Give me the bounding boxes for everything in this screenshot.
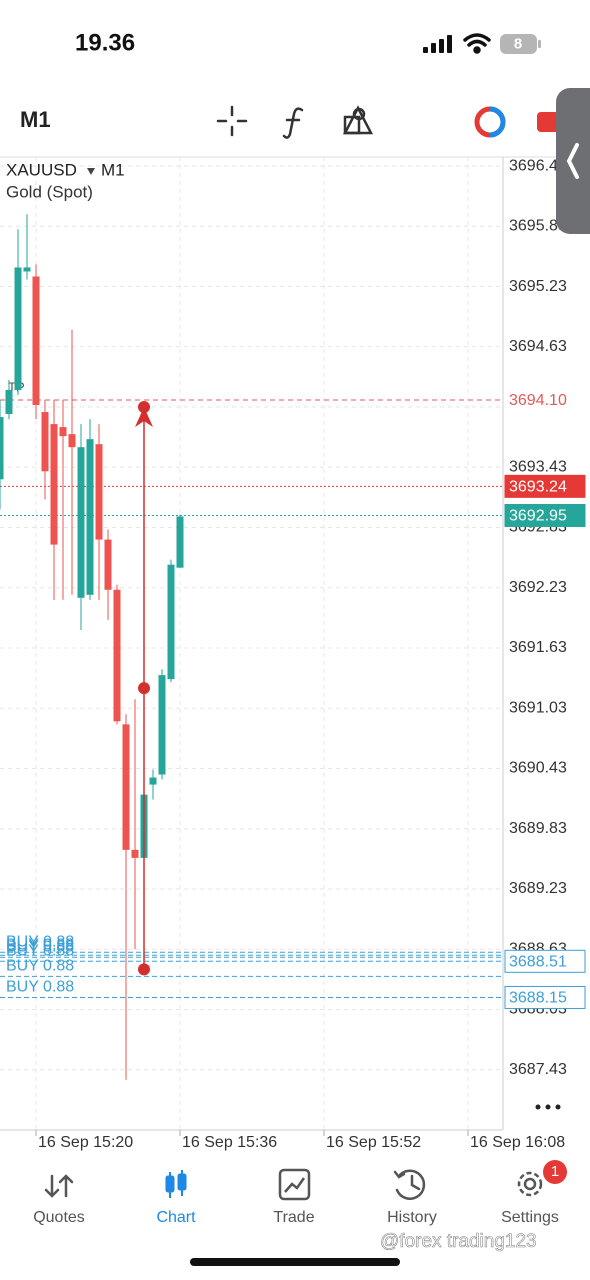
y-tick-label: 3691.63	[509, 639, 567, 656]
candle-body	[41, 412, 49, 472]
take-profit-price-box	[504, 388, 586, 412]
side-panel-arrow	[566, 143, 579, 179]
symbol-description: Gold (Spot)	[6, 182, 93, 201]
order-label: BUY 0.88	[6, 979, 74, 996]
candle-body	[122, 724, 130, 850]
candle-body	[95, 444, 103, 540]
battery-level: 8	[514, 35, 522, 52]
candle-body	[113, 589, 121, 722]
y-tick-label: 3695.83	[509, 218, 567, 235]
candle-body	[176, 516, 184, 568]
symbol-name[interactable]: XAUUSD	[6, 160, 77, 179]
more-button[interactable]	[535, 1104, 561, 1110]
order-label: BUY 0.88	[6, 933, 74, 950]
trade-arrowhead	[135, 407, 153, 428]
badge-count: 1	[551, 1163, 559, 1180]
order-price: 3688.51	[509, 954, 567, 971]
y-tick-label: 3691.03	[509, 699, 567, 716]
extra-button[interactable]	[537, 112, 559, 132]
candle-body	[32, 276, 40, 406]
grid	[0, 157, 503, 1130]
order-label: BUY 0.88	[6, 939, 74, 956]
candle-body	[0, 417, 4, 480]
candle-body	[5, 389, 13, 415]
y-tick-label: 3693.43	[509, 458, 567, 475]
candle-body	[86, 439, 94, 595]
y-tick-label: 3687.43	[509, 1061, 567, 1078]
order-price-box	[504, 985, 586, 1009]
battery-icon: 8	[500, 34, 541, 54]
x-tick-label: 16 Sep 15:20	[38, 1134, 133, 1151]
signal-icon	[423, 35, 452, 53]
watermark: @forex trading123	[380, 1231, 537, 1252]
bid-price-box	[504, 474, 586, 498]
quotes-icon	[44, 1174, 74, 1198]
trade-point	[138, 682, 150, 695]
x-tick-label: 16 Sep 16:08	[470, 1134, 565, 1151]
chart-timeframe: M1	[101, 160, 125, 179]
x-tick-label: 16 Sep 15:36	[182, 1134, 277, 1151]
symbol-dropdown[interactable]	[87, 168, 95, 175]
y-tick-label: 3695.23	[509, 278, 567, 295]
bid-price: 3693.24	[509, 479, 567, 496]
candle-body	[59, 427, 67, 437]
tab-label[interactable]: Settings	[501, 1209, 559, 1226]
trade-icon	[278, 1168, 311, 1201]
candle-body	[167, 564, 175, 680]
candle-body	[14, 267, 22, 390]
history-icon	[393, 1169, 426, 1200]
home-indicator	[190, 1258, 400, 1266]
objects-button[interactable]	[342, 105, 374, 135]
ask-price: 3692.95	[509, 508, 567, 525]
chart-icon	[165, 1170, 187, 1198]
side-panel-handle[interactable]	[556, 88, 590, 234]
timeframe-button[interactable]: M1	[20, 107, 51, 132]
candle-body	[23, 267, 31, 272]
y-tick-label: 3690.43	[509, 760, 567, 777]
order-label: BUY 0.88	[6, 943, 74, 960]
clock: 19.36	[75, 29, 135, 56]
candle-body	[77, 447, 85, 598]
order-label: BUY 0.88	[6, 958, 74, 975]
wifi-icon	[463, 33, 491, 54]
candle-body	[104, 539, 112, 590]
y-tick-label: 3694.63	[509, 338, 567, 355]
tab-label[interactable]: Chart	[156, 1209, 196, 1226]
y-tick-label: 3692.23	[509, 579, 567, 596]
indicators-button[interactable]	[282, 107, 304, 139]
y-tick-label: 3696.43	[509, 157, 567, 174]
crosshair-button[interactable]	[216, 105, 248, 137]
ask-price-box	[504, 503, 586, 527]
take-profit-price: 3694.10	[509, 392, 567, 409]
trade-point	[138, 401, 150, 414]
candle-body	[68, 434, 76, 448]
order-price: 3688.15	[509, 990, 567, 1007]
axes: 3687.433688.033688.633689.233689.833690.…	[35, 157, 586, 1151]
notification-badge	[543, 1160, 567, 1184]
candle-body	[149, 777, 157, 785]
y-tick-label: 3689.23	[509, 880, 567, 897]
settings-icon	[517, 1171, 543, 1197]
y-tick-label: 3689.83	[509, 820, 567, 837]
candle-body	[131, 849, 139, 858]
tab-label[interactable]: Trade	[273, 1209, 314, 1226]
order-price-box	[504, 949, 586, 973]
order-label: BUY 0.88	[6, 937, 74, 954]
tab-label[interactable]: History	[387, 1209, 437, 1226]
trade-toggle-button[interactable]	[474, 106, 506, 138]
tab-bar: 1 Quotes Chart Trade History Settings	[33, 1160, 567, 1226]
tab-label[interactable]: Quotes	[33, 1209, 85, 1226]
candle-body	[50, 424, 58, 545]
candle-body	[158, 675, 166, 775]
x-tick-label: 16 Sep 15:52	[326, 1134, 421, 1151]
trade-point	[138, 963, 150, 976]
